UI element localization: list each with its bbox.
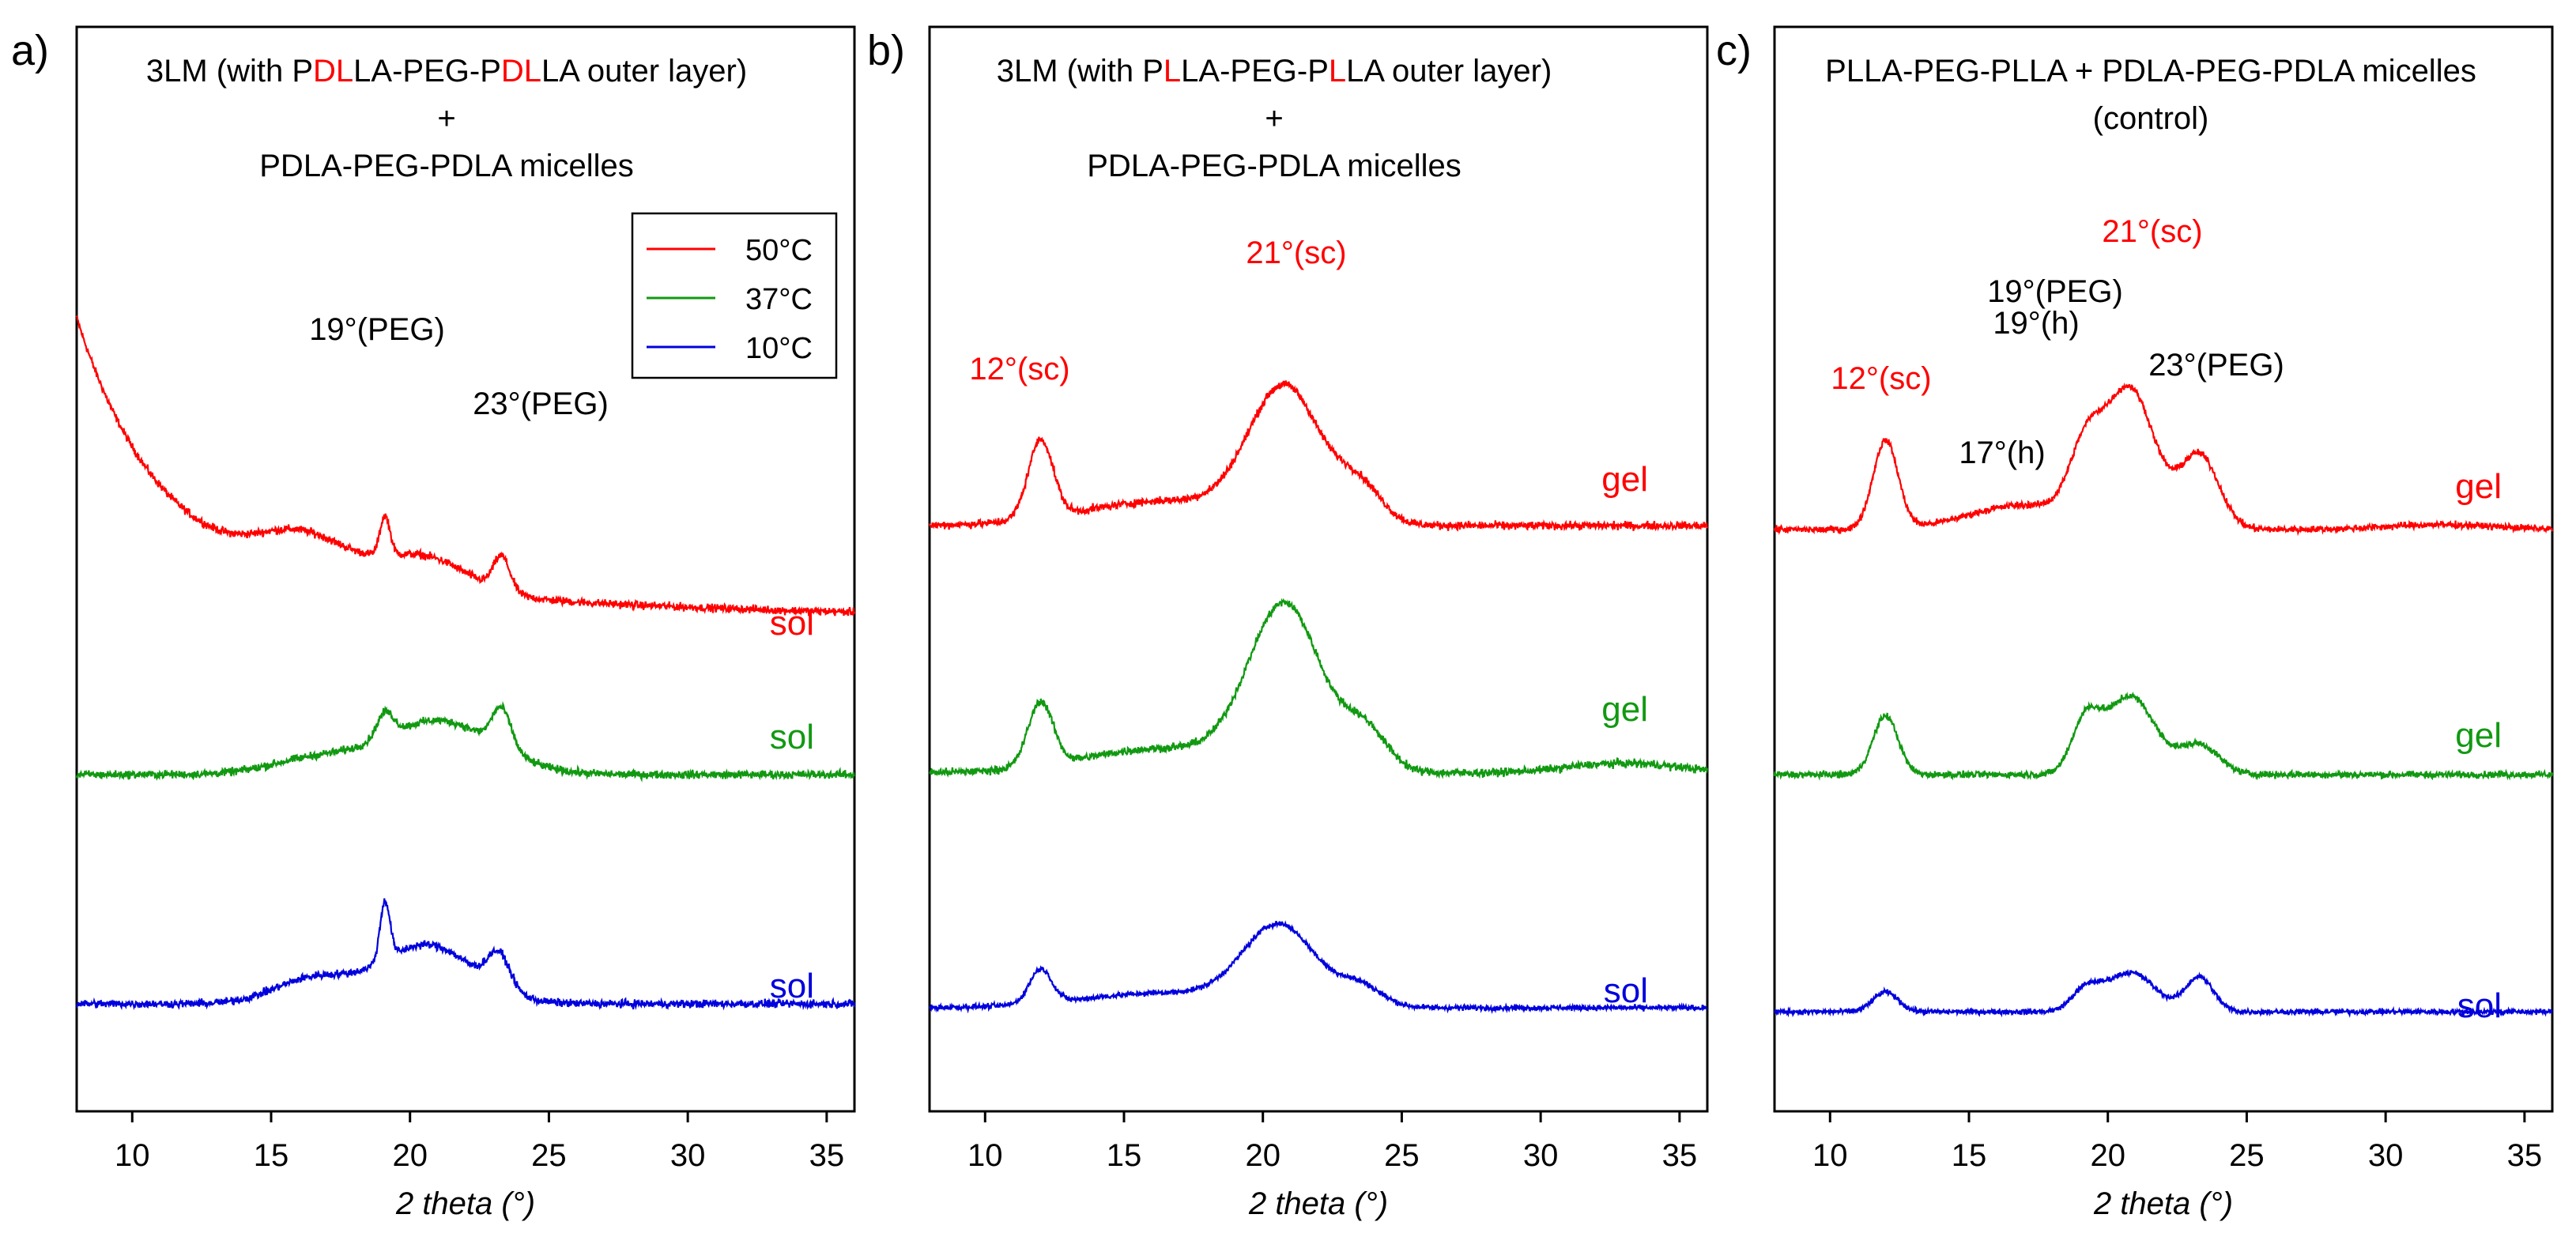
panel-b-xlabel: 2 theta (°) [1248,1186,1388,1221]
series-10c [75,898,856,1011]
state-label-10c: sol [2457,986,2502,1025]
state-label-37c: gel [1601,690,1648,729]
annotation: 12°(sc) [1831,361,1931,396]
panel-a-title-line3: PDLA-PEG-PDLA micelles [259,149,633,183]
annotation: 21°(sc) [2102,214,2202,249]
x-tick-label-20: 20 [1245,1138,1280,1173]
panel-a-title-line2: + [437,101,455,136]
panel-c-label: c) [1716,27,1752,74]
panel-b-label: b) [867,27,905,74]
annotation: 21°(sc) [1246,236,1346,270]
title-segment: 3LM (with P [997,54,1164,89]
title-segment: LA outer layer) [541,54,747,89]
x-tick-label-25: 25 [1384,1138,1420,1173]
panel-a-curves [75,315,856,1011]
x-tick-label-10: 10 [115,1138,150,1173]
state-label-50c: gel [2455,467,2502,506]
annotation: 12°(sc) [969,352,1069,387]
title-segment: 3LM (with P [146,54,313,89]
panel-b-frame [928,25,1709,1113]
panel-c-title-line1: PLLA-PEG-PLLA + PDLA-PEG-PDLA micelles [1825,54,2476,89]
x-tick-label-15: 15 [1952,1138,1987,1173]
panel-c-x-axis: 10 15 20 25 30 35 [1812,1111,2542,1173]
x-tick-label-20: 20 [2090,1138,2125,1173]
panel-b-title-line2: + [1265,101,1283,136]
annotation: 19°(PEG) [309,312,445,347]
state-label-10c: sol [1604,971,1648,1010]
annotation: 23°(PEG) [2148,348,2284,383]
legend-label-10c: 10°C [745,332,813,365]
state-label-10c: sol [770,967,814,1005]
x-tick-label-30: 30 [2368,1138,2404,1173]
annotation: 23°(PEG) [473,387,609,421]
legend-label-50c: 50°C [745,234,813,267]
x-tick-label-10: 10 [967,1138,1003,1173]
panel-c-curves [1773,382,2554,1018]
legend-box [631,212,838,379]
panel-b-title-line1: 3LM (with PLLA-PEG-PLLA outer layer) [997,54,1552,89]
panel-c-title-line2: (control) [2093,101,2209,136]
title-segment: LA outer layer) [1346,54,1552,89]
state-label-37c: sol [770,718,814,756]
panel-c-annotations: 12°(sc) 21°(sc) 19°(PEG)19°(h) 17°(h) 23°(PE… [1831,214,2284,470]
x-tick-label-25: 25 [531,1138,567,1173]
x-tick-label-30: 30 [1523,1138,1559,1173]
title-segment: L [1329,54,1346,89]
series-50c [1773,382,2554,537]
state-label-37c: gel [2455,716,2502,755]
x-tick-label-30: 30 [670,1138,706,1173]
panel-b: b) 3LM (with PLLA-PEG-PLLA outer layer) … [867,25,1709,1221]
series-10c [928,920,1708,1015]
panel-b-x-axis: 10 15 20 25 30 35 [967,1111,1697,1173]
panel-a: a) 3LM (with PDLLA-PEG-PDLLA outer layer… [11,25,856,1221]
panel-b-annotations: 12°(sc) 21°(sc) [969,236,1346,387]
legend-label-37c: 37°C [745,283,813,316]
panel-a-state-labels: sol sol sol [770,604,814,1005]
x-tick-label-35: 35 [2507,1138,2543,1173]
annotation: 19°(PEG) [1987,274,2123,309]
panel-c-xlabel: 2 theta (°) [2093,1186,2233,1221]
panel-a-xlabel: 2 theta (°) [395,1186,535,1221]
series-37c [1773,692,2554,781]
annotation: 19°(h) [1993,306,2079,341]
panel-c-state-labels: gel gel sol [2455,467,2502,1025]
x-tick-label-15: 15 [1107,1138,1142,1173]
x-tick-label-10: 10 [1812,1138,1848,1173]
annotation: 17°(h) [1959,436,2045,470]
legend: 50°C 37°C 10°C [631,212,838,379]
state-label-50c: gel [1601,460,1648,499]
title-segment: LA-PEG-P [353,54,501,89]
series-50c [75,315,856,617]
x-tick-label-15: 15 [254,1138,289,1173]
panel-a-frame [75,25,856,1113]
panel-a-annotations: 19°(PEG) 23°(PEG) [309,312,609,421]
panel-a-title-line1: 3LM (with PDLLA-PEG-PDLLA outer layer) [146,54,747,89]
title-segment: DL [501,54,541,89]
series-37c [929,598,1709,779]
x-tick-label-20: 20 [392,1138,428,1173]
state-label-50c: sol [770,604,814,643]
title-segment: LA-PEG-P [1181,54,1329,89]
title-segment: PLLA-PEG-PLLA + PDLA-PEG-PDLA micelles [1825,54,2476,89]
panel-c-frame [1773,25,2554,1113]
panel-a-label: a) [11,27,49,74]
series-10c [1773,968,2553,1018]
x-tick-label-35: 35 [809,1138,845,1173]
panel-b-curves [928,380,1709,1015]
panel-b-title-line3: PDLA-PEG-PDLA micelles [1087,149,1461,183]
panel-c: c) PLLA-PEG-PLLA + PDLA-PEG-PDLA micelle… [1716,25,2554,1221]
title-segment: DL [313,54,353,89]
title-segment: L [1164,54,1181,89]
panel-b-state-labels: gel gel sol [1601,460,1648,1010]
x-tick-label-25: 25 [2229,1138,2265,1173]
series-37c [75,700,855,782]
series-50c [928,380,1709,532]
panel-a-x-axis: 10 15 20 25 30 35 [115,1111,844,1173]
x-tick-label-35: 35 [1662,1138,1698,1173]
